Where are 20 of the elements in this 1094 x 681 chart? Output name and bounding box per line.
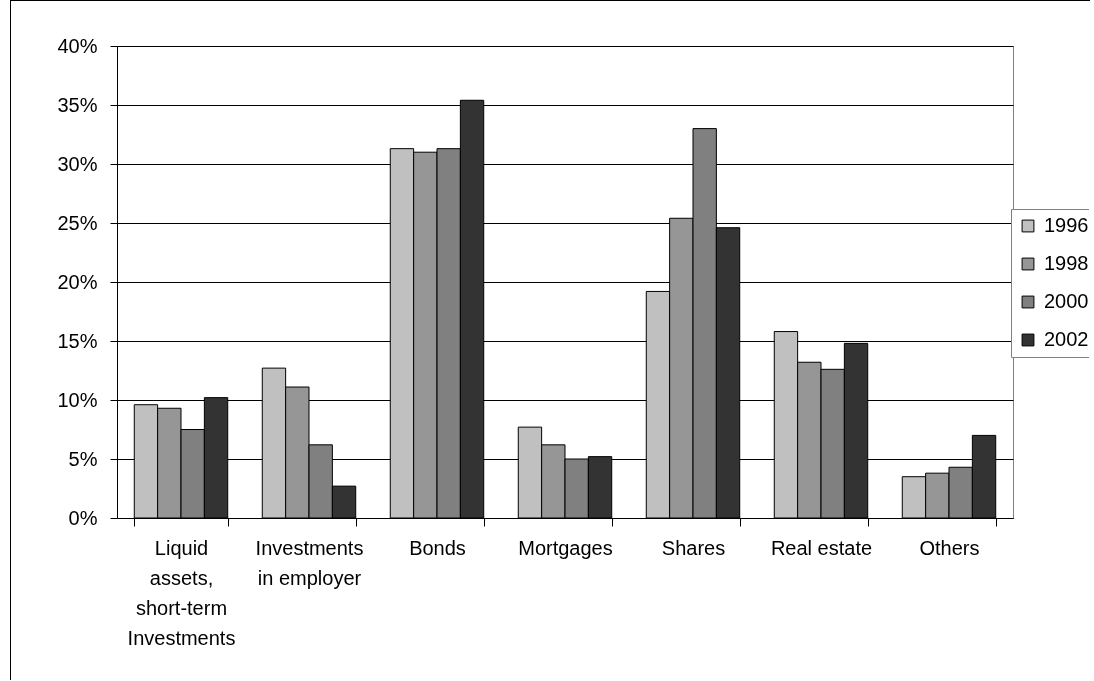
legend-label: 2000 bbox=[1044, 290, 1089, 312]
x-tick-label: Liquid assets, short-term Investments bbox=[127, 536, 236, 649]
y-tick-label: 20% bbox=[57, 270, 98, 293]
legend-label: 2002 bbox=[1044, 328, 1089, 350]
x-tick-label: Bonds bbox=[409, 536, 466, 559]
x-tick-label: Real estate bbox=[770, 536, 873, 559]
y-tick-label: 10% bbox=[57, 388, 98, 411]
y-tick-label: 30% bbox=[57, 152, 98, 175]
y-tick-label: 35% bbox=[57, 93, 98, 116]
y-tick-label: 5% bbox=[68, 447, 98, 470]
legend-label: 1996 bbox=[1044, 214, 1089, 236]
y-tick-label: 15% bbox=[57, 329, 98, 352]
y-tick-label: 25% bbox=[57, 211, 98, 234]
x-tick-label: Mortgages bbox=[518, 536, 613, 559]
x-tick-label: Shares bbox=[661, 536, 726, 559]
x-tick-label: Investments in employer bbox=[255, 536, 364, 589]
y-tick-label: 0% bbox=[68, 506, 98, 529]
legend-label: 1998 bbox=[1044, 252, 1089, 274]
x-tick-label: Others bbox=[919, 536, 980, 559]
y-tick-label: 40% bbox=[57, 34, 98, 57]
